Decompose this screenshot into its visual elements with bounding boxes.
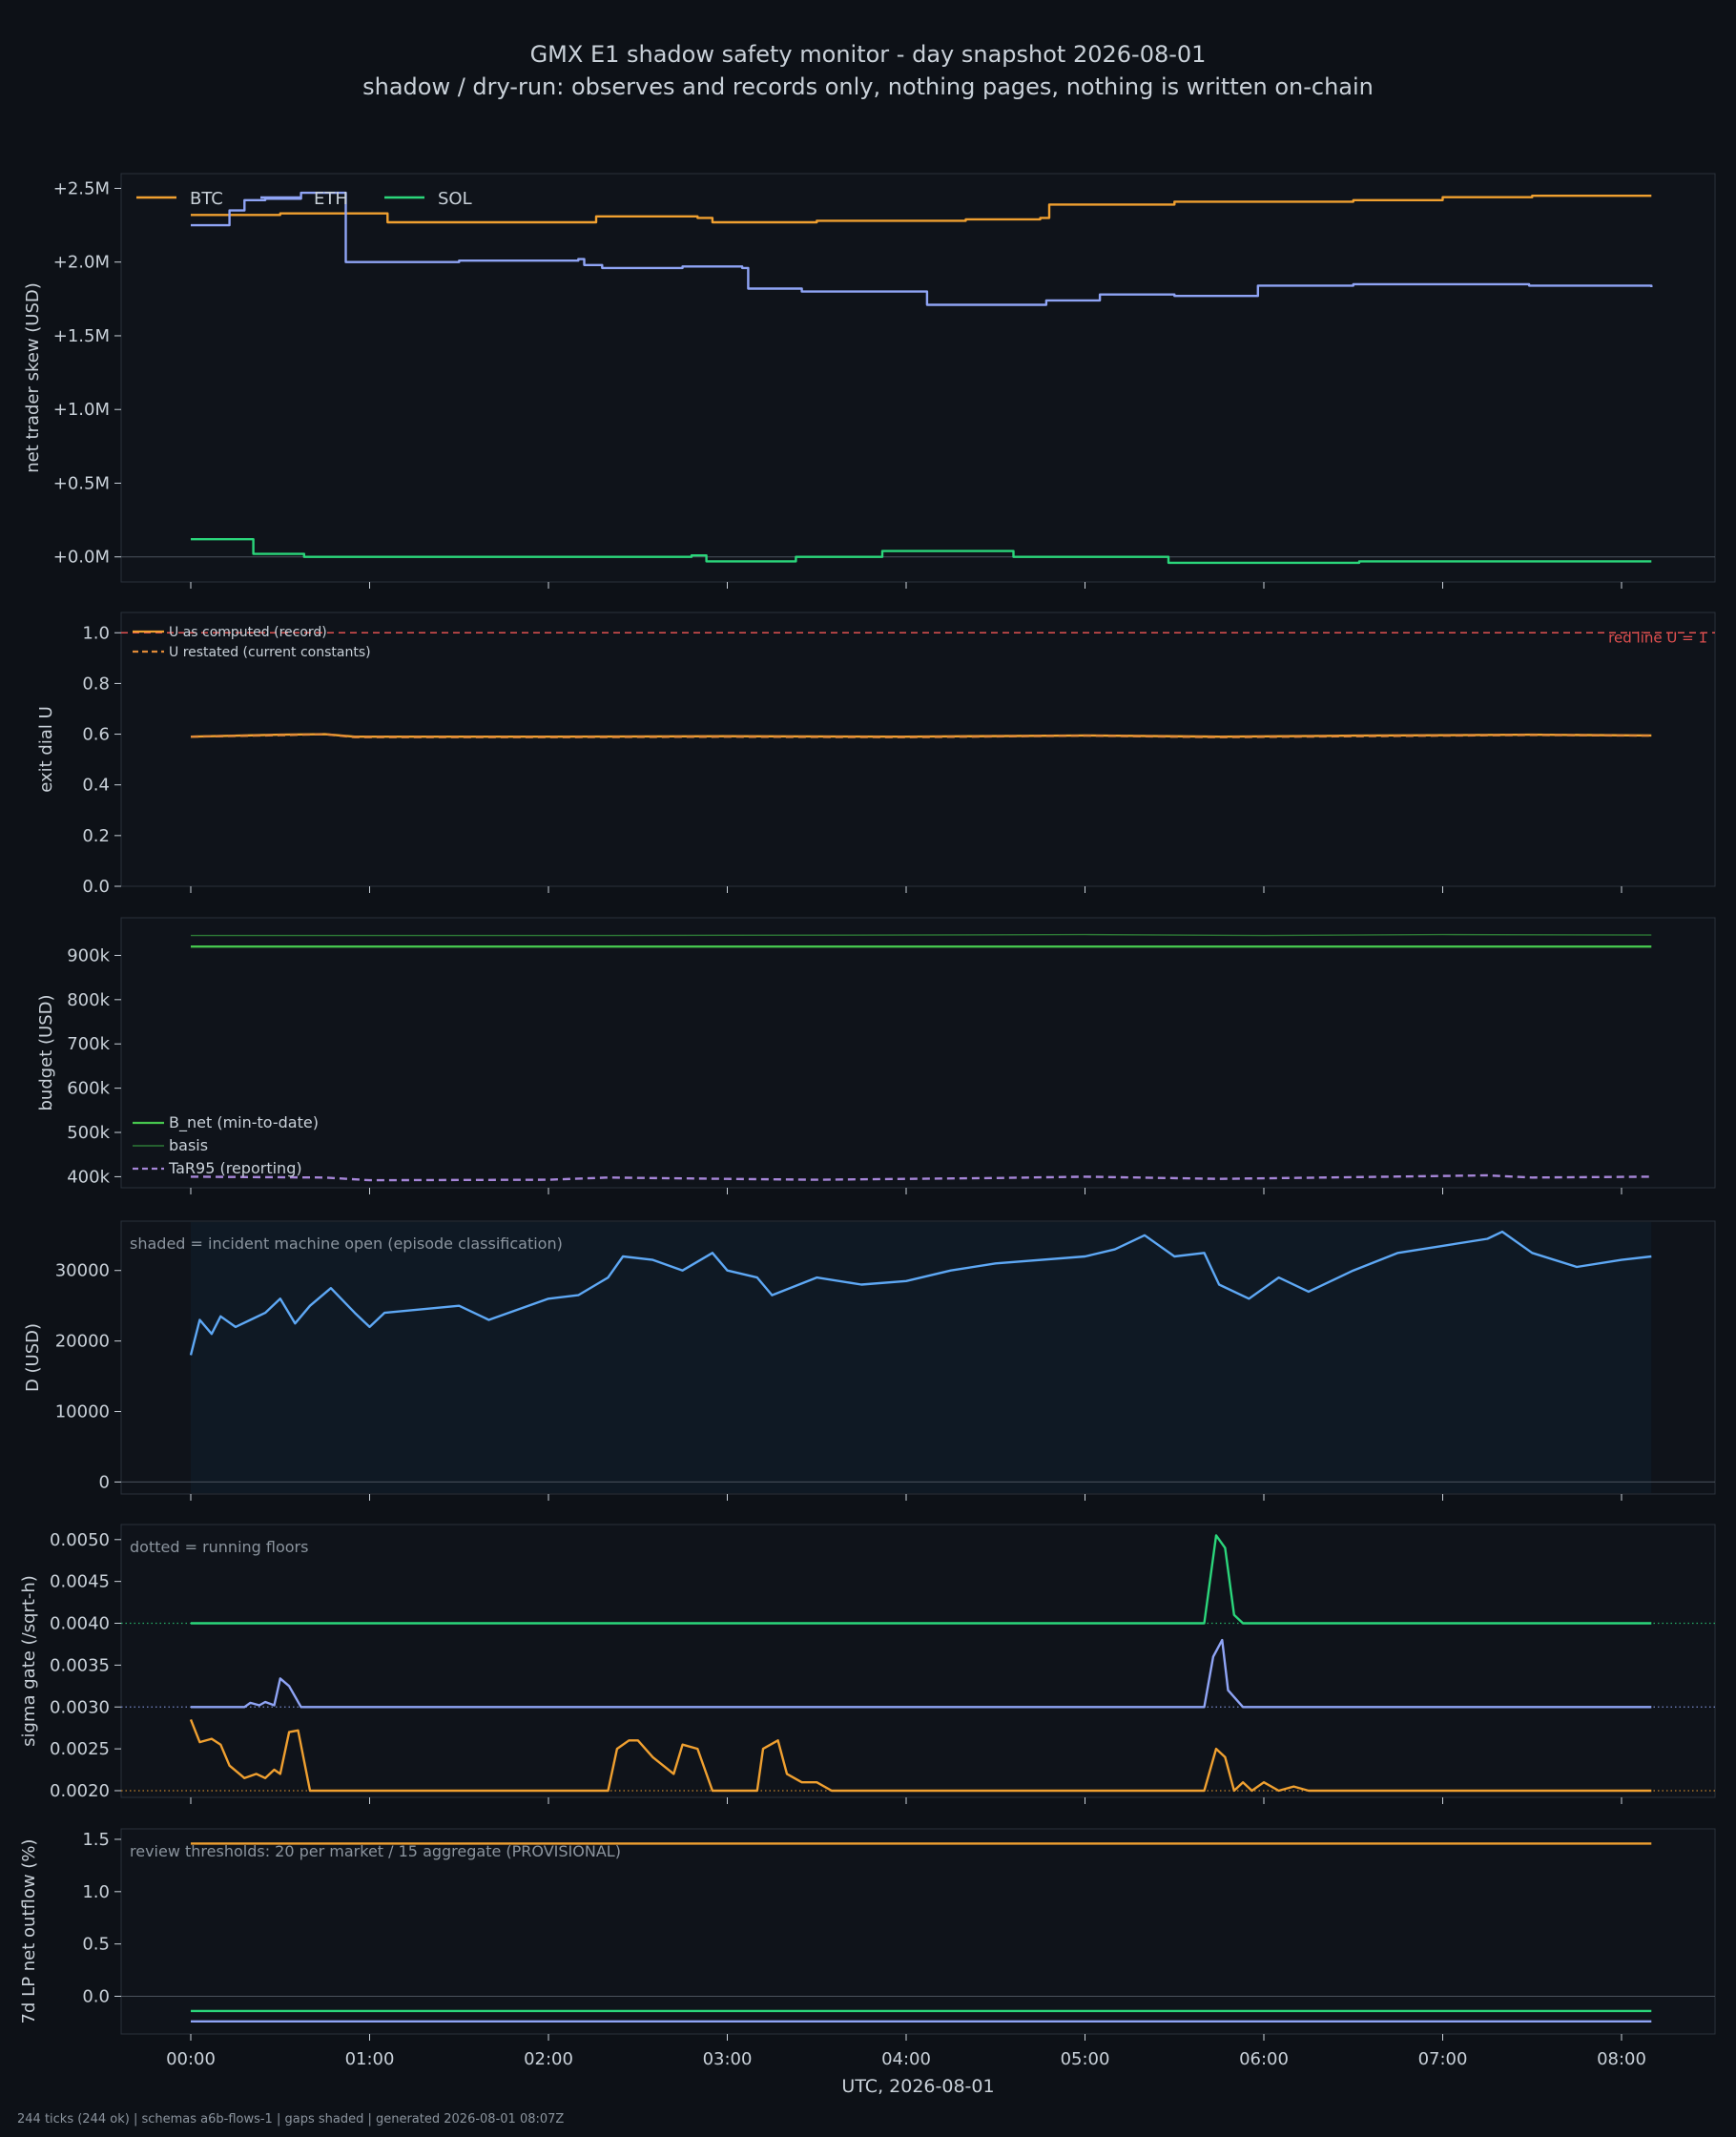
y-tick-label: 0	[99, 1472, 110, 1492]
y-tick-label: 0.0050	[50, 1530, 110, 1550]
chart-panel-2: 0.0 0.2 0.4 0.6 0.8 1.0 exit dial U red line U …	[36, 612, 1716, 897]
y-tick-label: 1.0	[82, 1882, 110, 1902]
x-tick-label: 05:00	[1061, 2049, 1110, 2069]
panel-annotation: dotted = running floors	[130, 1538, 308, 1556]
x-tick-label: 06:00	[1239, 2049, 1289, 2069]
y-tick-label: 700k	[67, 1034, 110, 1054]
panel-frame	[120, 173, 1716, 583]
legend-label: ETH	[314, 189, 348, 209]
panel-frame	[120, 1828, 1716, 2035]
y-tick-label: 400k	[67, 1167, 110, 1187]
y-tick-label: 0.0	[82, 1987, 110, 2007]
series-line-d	[189, 1230, 1652, 1356]
series-line-eth	[191, 191, 1653, 306]
legend-label: U as computed (record)	[169, 625, 327, 640]
x-tick-label: 02:00	[524, 2049, 573, 2069]
x-tick-label: 04:00	[881, 2049, 931, 2069]
y-axis-label: 7d LP net outflow (%)	[19, 1839, 39, 2024]
chart-panel-3: 400k 500k 600k 700k 800k 900k budget (USD) B_ne…	[36, 917, 1716, 1194]
chart-panel-6: 0.0 0.5 1.0 1.5 00:00 01:00 02:00 03:00 04:00 05:…	[19, 1828, 1716, 2097]
y-tick-label: 10000	[55, 1402, 110, 1422]
x-tick-label: 01:00	[345, 2049, 395, 2069]
x-tick-label: 00:00	[166, 2049, 216, 2069]
y-tick-label: 1.5	[82, 1830, 110, 1850]
legend-label: BTC	[190, 189, 223, 209]
y-tick-label: 0.0040	[50, 1614, 110, 1634]
chart-panel-1: +0.0M +0.5M +1.0M +1.5M +2.0M +2.5M net trader…	[23, 173, 1716, 589]
chart-panel-4: 0 10000 20000 30000 D (USD) shaded = incident…	[23, 1220, 1716, 1501]
x-tick-label: 03:00	[703, 2049, 753, 2069]
chart-panel-5: 0.0020 0.0025 0.0030 0.0035 0.0040 0.0045 0.00…	[19, 1524, 1716, 1804]
series-line-btc	[191, 194, 1652, 224]
legend: B_net (min-to-date) basis TaR95 (reporting…	[133, 1113, 319, 1177]
legend: BTC ETH SOL	[136, 189, 472, 209]
y-tick-label: 0.5	[82, 1935, 110, 1955]
series-line-eth	[191, 1638, 1652, 1709]
legend: U as computed (record) U restated (curren…	[133, 625, 371, 660]
chart-subtitle: shadow / dry-run: observes and records o…	[362, 73, 1374, 100]
y-tick-label: 20000	[55, 1332, 110, 1352]
y-tick-label: 0.0	[82, 877, 110, 897]
x-tick-label: 08:00	[1597, 2049, 1646, 2069]
y-tick-label: 0.8	[82, 674, 110, 694]
y-axis-label: budget (USD)	[36, 994, 56, 1110]
series-line-sol	[191, 538, 1652, 565]
y-tick-label: 0.6	[82, 725, 110, 745]
y-axis-label: net trader skew (USD)	[23, 282, 43, 473]
legend-label: SOL	[438, 189, 472, 209]
legend-label: U restated (current constants)	[169, 645, 371, 660]
y-tick-label: 600k	[67, 1079, 110, 1099]
y-tick-label: +0.5M	[53, 473, 110, 493]
series-line-basis	[191, 933, 1652, 937]
panel-annotation: review thresholds: 20 per market / 15 ag…	[130, 1842, 621, 1860]
x-axis-label: UTC, 2026-08-01	[841, 2076, 994, 2097]
y-tick-label: +1.0M	[53, 400, 110, 420]
legend-label: B_net (min-to-date)	[169, 1113, 319, 1132]
y-axis-label: sigma gate (/sqrt-h)	[19, 1575, 39, 1747]
y-tick-label: 800k	[67, 990, 110, 1010]
chart-title: GMX E1 shadow safety monitor - day snaps…	[529, 41, 1207, 68]
redline-annotation: red line U = 1	[1608, 629, 1707, 646]
shaded-incident-span	[191, 1222, 1652, 1493]
y-tick-label: 0.4	[82, 776, 110, 796]
y-tick-label: 1.0	[82, 623, 110, 643]
y-tick-label: 500k	[67, 1123, 110, 1143]
y-tick-label: 0.0030	[50, 1697, 110, 1717]
series-line-sol	[191, 1534, 1652, 1625]
y-tick-label: 0.0035	[50, 1655, 110, 1675]
legend-label: basis	[169, 1136, 208, 1154]
y-tick-label: +1.5M	[53, 326, 110, 346]
y-tick-label: +2.0M	[53, 253, 110, 273]
y-tick-label: 0.0045	[50, 1572, 110, 1592]
series-line-u-restated-current-constants-	[190, 733, 1652, 738]
footer-status: 244 ticks (244 ok) | schemas a6b-flows-1…	[17, 2112, 565, 2127]
y-tick-label: 0.0025	[50, 1739, 110, 1759]
series-line-btc	[189, 1718, 1652, 1793]
y-tick-label: 0.0020	[50, 1781, 110, 1801]
x-tick-label: 07:00	[1418, 2049, 1468, 2069]
y-tick-label: +2.5M	[53, 178, 110, 198]
legend-label: TaR95 (reporting)	[168, 1159, 302, 1177]
y-tick-label: +0.0M	[53, 548, 110, 568]
y-tick-label: 900k	[67, 945, 110, 965]
y-axis-label: D (USD)	[23, 1323, 43, 1392]
y-tick-label: 0.2	[82, 826, 110, 846]
panel-annotation: shaded = incident machine open (episode …	[130, 1234, 563, 1253]
y-axis-label: exit dial U	[36, 706, 56, 793]
y-tick-label: 30000	[55, 1261, 110, 1281]
panel-frame	[120, 612, 1716, 887]
panel-frame	[120, 1524, 1716, 1798]
panel-frame	[120, 917, 1716, 1189]
